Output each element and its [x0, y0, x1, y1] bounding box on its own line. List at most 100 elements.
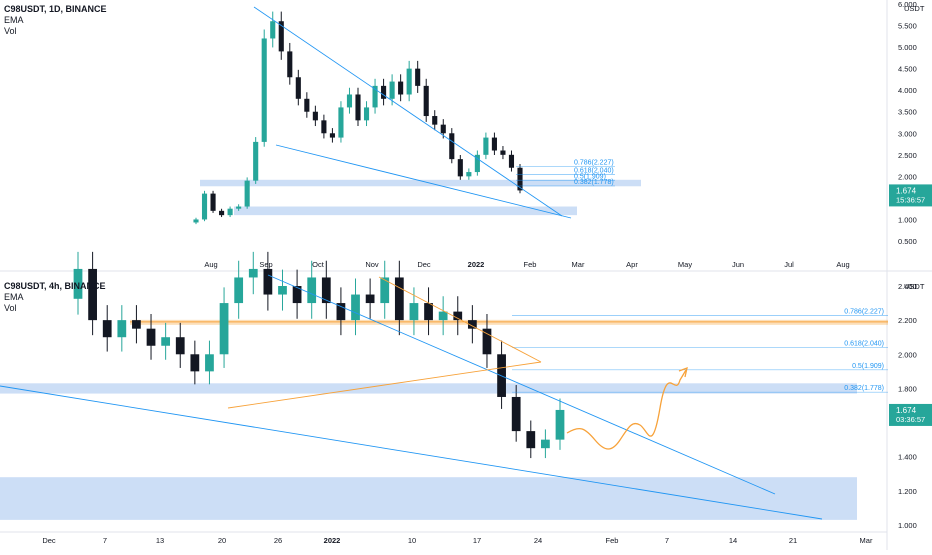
- top-time-tick: Nov: [365, 260, 379, 269]
- top-candle-body: [389, 81, 395, 99]
- top-chart: 0.786(2.227)0.618(2.040)0.5(1.909)0.382(…: [193, 0, 932, 269]
- top-candle-body: [440, 124, 446, 134]
- top-symbol-title[interactable]: C98USDT, 1D, BINANCE: [4, 4, 107, 14]
- top-candle-body: [236, 206, 242, 209]
- bottom-candle-body: [409, 303, 419, 321]
- bottom-price-tick: 1.000: [898, 521, 917, 530]
- bottom-candle-body: [511, 396, 521, 432]
- top-ema-label[interactable]: EMA: [4, 15, 24, 25]
- bottom-candle-body: [219, 303, 229, 355]
- top-time-tick: Feb: [524, 260, 537, 269]
- bottom-time-tick: 21: [789, 536, 797, 545]
- bottom-price-tick: 2.400: [898, 282, 917, 291]
- bottom-vol-label[interactable]: Vol: [4, 303, 17, 313]
- top-candle-body: [210, 193, 216, 211]
- bottom-candle-body: [555, 409, 565, 440]
- bottom-price-tick: 1.800: [898, 384, 917, 393]
- bottom-candle-body: [307, 277, 317, 304]
- bottom-candle-body: [453, 311, 463, 321]
- top-candle-body: [466, 172, 472, 177]
- bottom-candle-body: [467, 320, 477, 329]
- top-candle-body: [312, 111, 318, 121]
- bottom-time-tick: 24: [534, 536, 542, 545]
- top-price-tick: 2.000: [898, 172, 917, 181]
- top-candle-body: [483, 137, 489, 155]
- top-time-tick: Apr: [626, 260, 638, 269]
- top-zone-0: [200, 179, 641, 187]
- bottom-support-trendline: [0, 385, 823, 520]
- top-candle-body: [219, 210, 225, 216]
- top-vol-label[interactable]: Vol: [4, 26, 17, 36]
- bottom-candle-body: [292, 286, 302, 304]
- top-candle-body: [338, 107, 344, 138]
- top-candle-body: [500, 150, 506, 155]
- top-time-tick: Aug: [204, 260, 217, 269]
- top-candle-body: [432, 116, 438, 125]
- top-zone-1: [234, 206, 577, 216]
- bottom-candle-body: [278, 286, 287, 295]
- bottom-time-tick: 13: [156, 536, 164, 545]
- bottom-candle-body: [73, 268, 83, 299]
- top-axis-currency: USDT: [904, 4, 925, 13]
- bottom-price-tick: 2.200: [898, 316, 917, 325]
- top-price-badge: [889, 184, 932, 207]
- bottom-candle-body: [88, 268, 97, 321]
- top-price-tick: 2.500: [898, 151, 917, 160]
- top-candle-body: [261, 38, 267, 142]
- orange-wedge-upper: [378, 276, 542, 363]
- top-price-badge-value: 1.674: [896, 186, 917, 195]
- bottom-candle-body: [394, 277, 404, 321]
- top-price-tick: 6.000: [898, 0, 917, 9]
- top-price-tick: 4.000: [898, 86, 917, 95]
- bottom-time-tick: 10: [408, 536, 416, 545]
- top-fib-label: 0.786(2.227): [574, 160, 614, 167]
- bottom-symbol-title[interactable]: C98USDT, 4h, BINANCE: [4, 281, 106, 291]
- bottom-candle-body: [438, 311, 448, 321]
- bottom-price-tick: 1.200: [898, 487, 917, 496]
- top-time-tick: Mar: [572, 260, 585, 269]
- top-candle-body: [227, 208, 233, 216]
- top-legend: C98USDT, 1D, BINANCE EMA Vol: [4, 4, 107, 37]
- top-time-tick: 2022: [468, 260, 485, 269]
- top-candle-body: [517, 167, 523, 191]
- bottom-chart: 0.786(2.227) 0.618(2.040) 0.5(1.909) 0.382(…: [0, 251, 932, 545]
- top-fib-label: 0.5(1.909): [574, 173, 606, 180]
- top-candle-body: [270, 21, 276, 39]
- bottom-time-tick: 14: [729, 536, 737, 545]
- bottom-candle-body: [263, 268, 273, 295]
- top-candle-body: [253, 141, 259, 181]
- bottom-price-badge: [889, 403, 932, 426]
- top-candle-body: [363, 107, 370, 121]
- top-candle-body: [423, 85, 429, 117]
- bottom-ema-label[interactable]: EMA: [4, 292, 24, 302]
- bottom-time-tick: Feb: [606, 536, 619, 545]
- orange-wedge-lower: [227, 361, 542, 409]
- top-time-tick: Dec: [417, 260, 431, 269]
- top-candle-body: [406, 68, 412, 95]
- top-time-tick: Aug: [836, 260, 849, 269]
- top-time-tick: Sep: [259, 260, 272, 269]
- top-price-tick: 3.500: [898, 108, 917, 117]
- bottom-candle-body: [380, 277, 390, 304]
- bottom-candle-body: [205, 354, 214, 372]
- bottom-time-tick: Dec: [42, 536, 56, 545]
- bottom-candle-body: [365, 294, 375, 304]
- top-candle-body: [244, 180, 250, 207]
- bottom-zone-0: [0, 383, 857, 394]
- top-price-tick: 3.000: [898, 129, 917, 138]
- projected-path-arrow: [566, 369, 687, 450]
- top-price-tick: 5.500: [898, 22, 917, 31]
- top-fib-label: 0.618(2.040): [574, 168, 614, 175]
- top-candle-body: [355, 94, 361, 121]
- top-candle-body: [457, 159, 463, 177]
- top-candle-body: [201, 193, 208, 220]
- bottom-candle-body: [132, 320, 141, 329]
- bottom-fib-label: 0.382(1.778): [844, 385, 884, 392]
- bottom-legend: C98USDT, 4h, BINANCE EMA Vol: [4, 281, 106, 314]
- bottom-candle-body: [482, 328, 492, 355]
- top-candle-body: [329, 133, 335, 138]
- top-candle-body: [474, 154, 480, 173]
- top-price-tick: 5.000: [898, 43, 917, 52]
- top-time-tick: Jul: [784, 260, 794, 269]
